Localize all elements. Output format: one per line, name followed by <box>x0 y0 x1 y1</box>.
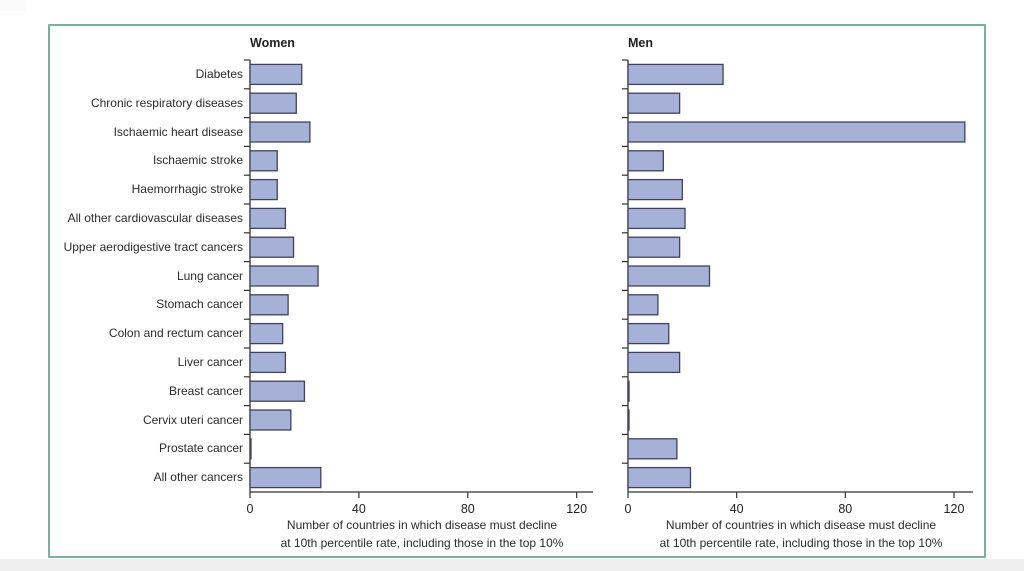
category-label-all-other-cancers: All other cancers <box>153 470 243 485</box>
caption-line: at 10th percentile rate, including those… <box>659 535 943 550</box>
category-label-liver-cancer: Liver cancer <box>177 355 243 369</box>
panel-title-women: Women <box>250 36 295 50</box>
category-label-ischaemic-heart-disease: Ischaemic heart disease <box>113 124 243 139</box>
category-label-diabetes: Diabetes <box>195 67 243 81</box>
category-label-stomach-cancer: Stomach cancer <box>156 297 243 312</box>
category-label-colon-and-rectum-cancer: Colon and rectum cancer <box>108 326 243 341</box>
category-label-all-other-cardiovascular-diseases: All other cardiovascular diseases <box>67 211 243 225</box>
caption-line: at 10th percentile rate, including those… <box>280 535 564 550</box>
category-label-chronic-respiratory-diseases: Chronic respiratory diseases <box>90 95 243 110</box>
category-label-upper-aerodigestive-tract-cancers: Upper aerodigestive tract cancers <box>63 239 243 254</box>
x-axis-caption-women: Number of countries in which disease mus… <box>250 517 594 552</box>
figure-frame <box>48 24 986 558</box>
caption-line: Number of countries in which disease mus… <box>286 518 558 532</box>
corner-artifact <box>0 0 26 11</box>
category-label-ischaemic-stroke: Ischaemic stroke <box>152 153 243 168</box>
category-label-prostate-cancer: Prostate cancer <box>158 441 243 456</box>
bottom-gray-strip <box>0 559 1024 571</box>
category-label-breast-cancer: Breast cancer <box>168 383 243 398</box>
category-label-cervix-uteri-cancer: Cervix uteri cancer <box>142 412 243 427</box>
panel-title-men: Men <box>628 36 653 50</box>
caption-line: Number of countries in which disease mus… <box>665 518 937 532</box>
x-axis-caption-men: Number of countries in which disease mus… <box>628 517 974 552</box>
category-label-lung-cancer: Lung cancer <box>176 268 243 283</box>
category-label-haemorrhagic-stroke: Haemorrhagic stroke <box>131 182 243 197</box>
category-labels: Diabetes Chronic respiratory diseases Isch… <box>43 60 243 492</box>
